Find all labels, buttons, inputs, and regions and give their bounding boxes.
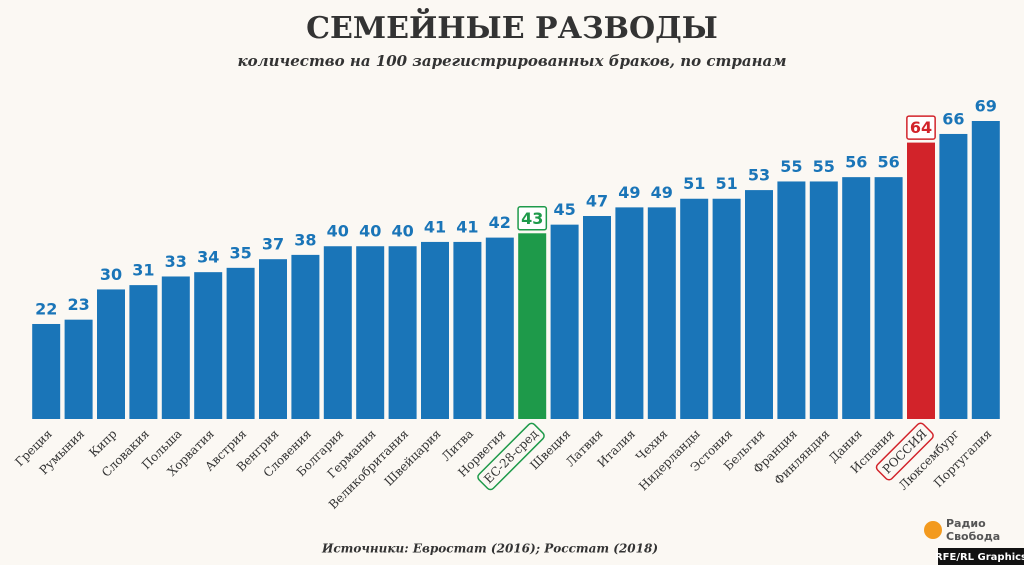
value-label: 69	[975, 97, 997, 116]
source: Источники: Евростат (2016); Росстат (201…	[321, 542, 658, 556]
bar	[388, 246, 417, 419]
bar	[712, 198, 741, 419]
value-label: 49	[618, 183, 640, 202]
value-label: 49	[651, 183, 673, 202]
bar	[64, 319, 93, 419]
value-label: 31	[132, 261, 154, 280]
bar	[323, 246, 352, 419]
value-label: 43	[521, 209, 543, 228]
value-label: 45	[553, 200, 575, 219]
value-label: 51	[715, 174, 737, 193]
bar	[291, 254, 320, 419]
value-label: 56	[845, 153, 867, 172]
value-label: 40	[391, 222, 413, 241]
bar	[971, 121, 1000, 419]
value-label: 41	[456, 217, 478, 236]
value-label: 47	[586, 192, 608, 211]
chart-title: СЕМЕЙНЫЕ РАЗВОДЫ	[306, 8, 718, 46]
value-label: 30	[100, 265, 122, 284]
logo-icon	[924, 521, 942, 539]
bar	[874, 177, 903, 419]
x-tick-label-box	[875, 422, 934, 481]
value-label: 42	[489, 213, 511, 232]
value-label: 41	[424, 217, 446, 236]
bar	[194, 272, 223, 419]
bar	[745, 190, 773, 419]
value-label-box	[906, 115, 936, 140]
chart-subtitle: количество на 100 зарегистрированных бра…	[238, 52, 787, 70]
bar	[680, 198, 709, 419]
bar	[259, 259, 287, 419]
value-label-box	[517, 206, 548, 231]
value-label: 55	[780, 157, 802, 176]
value-label: 51	[683, 174, 705, 193]
bar	[453, 241, 482, 419]
value-label: 23	[67, 295, 89, 314]
bar	[518, 233, 547, 419]
bar	[907, 142, 935, 419]
value-label: 55	[813, 157, 835, 176]
bar	[226, 267, 255, 419]
credit: RFE/RL Graphics	[935, 552, 1024, 563]
bar	[777, 181, 806, 419]
value-label: 40	[359, 222, 381, 241]
bar	[583, 216, 611, 419]
value-label: 34	[197, 248, 219, 267]
value-label: 40	[327, 222, 349, 241]
value-label: 56	[877, 153, 899, 172]
bar	[161, 276, 190, 419]
value-label: 38	[294, 230, 316, 249]
bar	[485, 237, 514, 419]
value-label: 35	[229, 243, 251, 262]
value-label: 64	[910, 118, 932, 137]
value-label: 33	[165, 252, 187, 271]
bar	[550, 224, 579, 419]
bar	[842, 177, 871, 419]
bar	[97, 289, 125, 419]
credit-box	[938, 548, 1024, 565]
value-label: 66	[942, 109, 964, 128]
bar	[615, 207, 644, 419]
bar	[647, 207, 676, 419]
bar	[32, 323, 61, 419]
x-tick-label-box	[477, 422, 545, 491]
logo-text: Радио	[946, 517, 986, 530]
bar	[356, 246, 385, 419]
value-label: 37	[262, 235, 284, 254]
bar	[129, 285, 158, 419]
logo-text: Свобода	[946, 530, 1000, 543]
bar	[939, 133, 968, 419]
bar	[809, 181, 838, 419]
value-label: 22	[35, 299, 57, 318]
bar	[421, 241, 449, 419]
value-label: 53	[748, 166, 770, 185]
logo: Радио Свобода	[924, 517, 1000, 543]
